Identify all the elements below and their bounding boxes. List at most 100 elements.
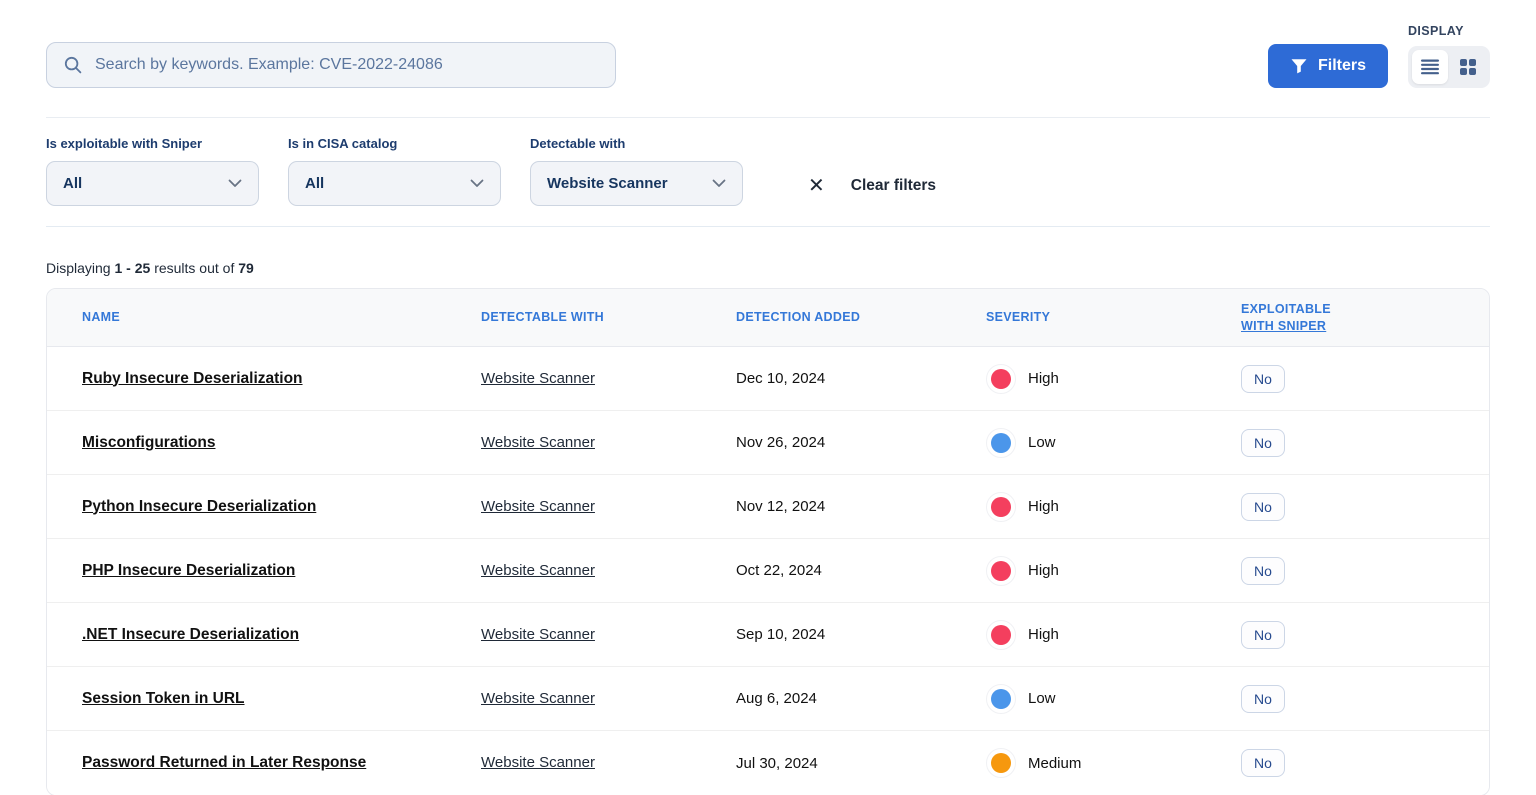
clear-filters-button[interactable]: ✕ Clear filters [798,163,946,208]
severity-dot [991,432,1011,453]
filter-label: Detectable with [530,136,626,151]
severity-cell: High [986,363,1241,394]
dropdown-value: Website Scanner [547,175,668,192]
scanner-link[interactable]: Website Scanner [481,433,595,451]
view-toggle [1408,46,1490,88]
scanner-link[interactable]: Website Scanner [481,561,595,579]
search-box[interactable] [46,42,616,88]
list-view-button[interactable] [1412,50,1448,84]
severity-cell: Medium [986,748,1241,778]
table-row: Session Token in URL Website Scanner Aug… [47,667,1489,731]
severity-label: High [1028,562,1059,579]
dropdown-value: All [305,175,325,192]
filter-funnel-icon [1291,59,1307,74]
vulnerability-link[interactable]: Misconfigurations [82,433,216,451]
display-label: DISPLAY [1408,24,1464,38]
results-total: 79 [238,260,254,276]
severity-label: Low [1028,690,1056,707]
detectable-filter-dropdown[interactable]: Website Scanner [530,161,743,206]
table-row: .NET Insecure Deserialization Website Sc… [47,603,1489,667]
list-view-icon [1421,59,1439,75]
scanner-link[interactable]: Website Scanner [481,369,595,387]
severity-dot [991,496,1011,517]
display-group: DISPLAY [1408,24,1490,88]
severity-dot [991,753,1011,773]
severity-dot [991,368,1011,389]
severity-cell: Low [986,683,1241,714]
vulnerability-link[interactable]: Python Insecure Deserialization [82,497,317,515]
table-row: Misconfigurations Website Scanner Nov 26… [47,411,1489,475]
results-prefix: Displaying [46,260,111,276]
search-input[interactable] [95,56,599,74]
severity-dot [991,624,1011,645]
severity-label: Low [1028,434,1056,451]
vulnerabilities-table: NAME DETECTABLE WITH DETECTION ADDED SEV… [46,288,1490,795]
cisa-filter-dropdown[interactable]: All [288,161,501,206]
severity-cell: High [986,619,1241,650]
filter-field-cisa: Is in CISA catalog All [288,136,501,206]
column-header-severity[interactable]: SEVERITY [986,310,1051,325]
dropdown-value: All [63,175,83,192]
sniper-badge: No [1241,684,1285,713]
vulnerability-link[interactable]: Ruby Insecure Deserialization [82,369,303,387]
severity-dot-halo [986,363,1016,394]
chevron-down-icon [228,179,242,187]
vulnerability-link[interactable]: Session Token in URL [82,689,245,707]
vulnerability-link[interactable]: PHP Insecure Deserialization [82,561,296,579]
filter-label: Is exploitable with Sniper [46,136,203,151]
column-header-name[interactable]: NAME [82,310,121,325]
filters-button[interactable]: Filters [1267,44,1388,88]
filter-label: Is in CISA catalog [288,136,398,151]
sniper-badge: No [1241,620,1285,649]
toolbar-divider [46,117,1490,118]
results-middle: results out of [154,260,235,276]
detection-date: Aug 6, 2024 [736,690,817,707]
severity-dot-halo [986,683,1016,714]
vulnerability-link[interactable]: Password Returned in Later Response [82,754,367,771]
severity-dot-halo [986,491,1016,522]
close-icon: ✕ [808,174,825,197]
sniper-header-line2: WITH SNIPER [1241,318,1327,333]
table-row: Ruby Insecure Deserialization Website Sc… [47,347,1489,411]
sniper-badge: No [1241,556,1285,585]
toolbar-right: Filters DISPLAY [1267,24,1490,88]
column-header-detection-added[interactable]: DETECTION ADDED [736,310,861,325]
results-range: 1 - 25 [114,260,151,276]
table-row: PHP Insecure Deserialization Website Sca… [47,539,1489,603]
scanner-link[interactable]: Website Scanner [481,689,595,707]
scanner-link[interactable]: Website Scanner [481,497,595,515]
vulnerability-link[interactable]: .NET Insecure Deserialization [82,625,300,643]
detection-date: Jul 30, 2024 [736,754,818,772]
column-header-sniper[interactable]: EXPLOITABLE WITH SNIPER [1241,301,1489,335]
sniper-filter-dropdown[interactable]: All [46,161,259,206]
severity-dot-halo [986,619,1016,650]
detection-date: Nov 12, 2024 [736,498,826,515]
sniper-badge: No [1241,364,1285,393]
severity-dot-halo [986,748,1016,778]
scanner-link[interactable]: Website Scanner [481,754,595,771]
top-toolbar: Filters DISPLAY [46,0,1490,88]
filters-divider [46,226,1490,227]
severity-cell: Low [986,427,1241,458]
clear-filters-label: Clear filters [850,176,937,194]
severity-label: High [1028,370,1059,387]
filters-button-label: Filters [1317,57,1366,74]
severity-cell: High [986,555,1241,586]
column-header-detectable[interactable]: DETECTABLE WITH [481,310,605,325]
severity-label: High [1028,626,1059,643]
detection-date: Oct 22, 2024 [736,562,822,579]
sniper-badge: No [1241,749,1285,777]
table-row: Python Insecure Deserialization Website … [47,475,1489,539]
table-header-row: NAME DETECTABLE WITH DETECTION ADDED SEV… [47,289,1489,347]
detection-date: Nov 26, 2024 [736,434,826,451]
sniper-header-line1: EXPLOITABLE [1241,301,1331,316]
severity-dot-halo [986,555,1016,586]
severity-label: Medium [1028,754,1082,772]
chevron-down-icon [470,179,484,187]
filters-row: Is exploitable with Sniper All Is in CIS… [46,118,1490,208]
scanner-link[interactable]: Website Scanner [481,625,595,643]
severity-dot [991,688,1011,709]
detection-date: Sep 10, 2024 [736,626,826,643]
grid-view-button[interactable] [1450,50,1486,84]
